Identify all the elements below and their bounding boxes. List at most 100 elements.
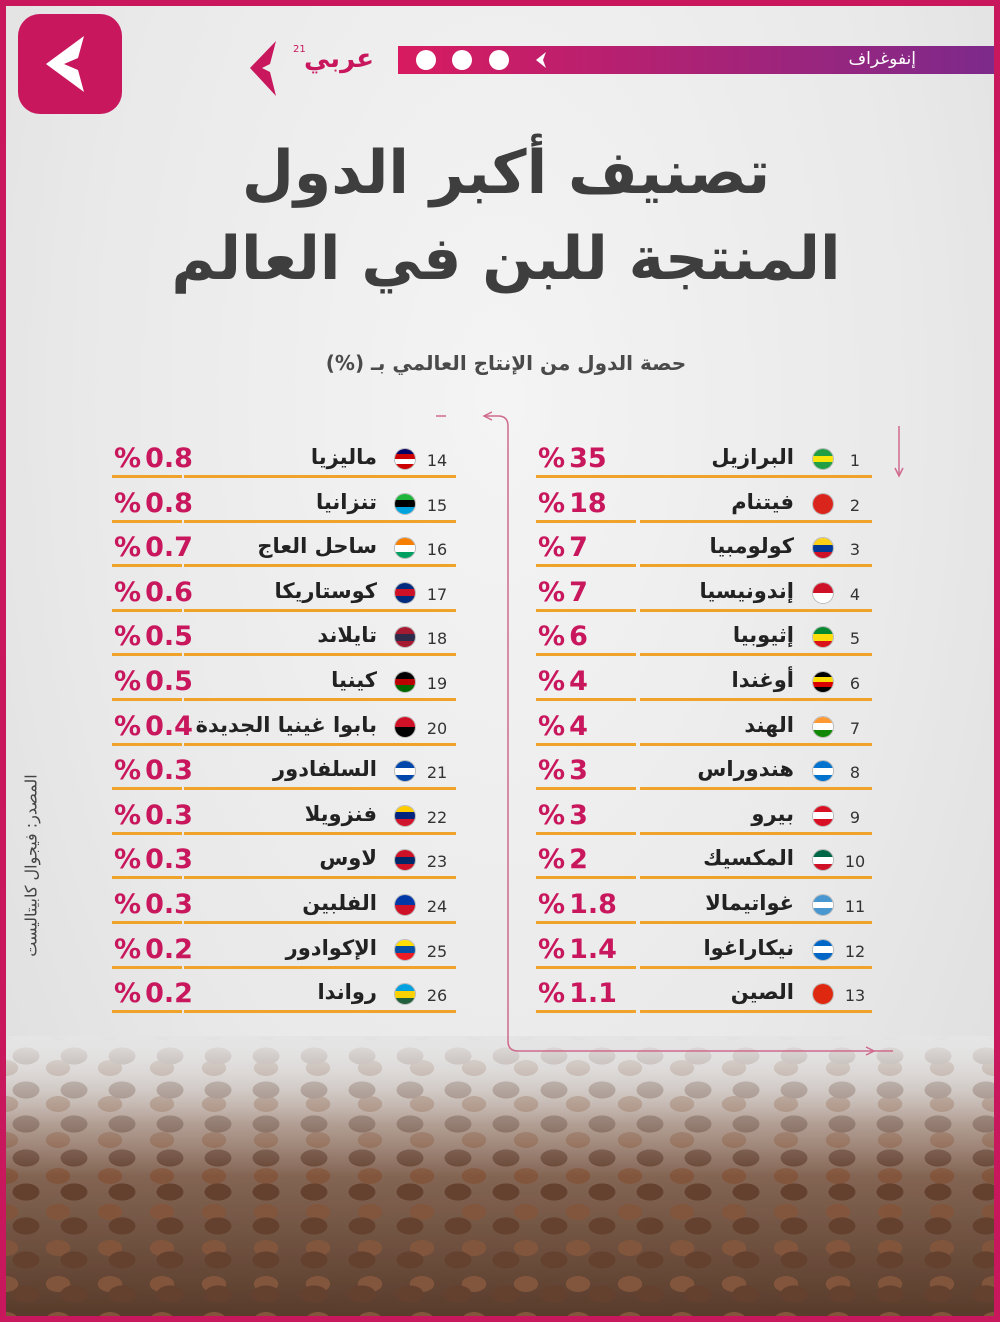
share: 3 xyxy=(569,799,588,831)
flag xyxy=(394,849,416,872)
flag-stripe xyxy=(813,723,833,730)
rank: 19 xyxy=(426,674,448,693)
flag-stripe xyxy=(395,464,415,469)
share-underline xyxy=(536,475,636,478)
share-wrap: % 0.3 xyxy=(114,844,193,875)
country: رواندا xyxy=(317,980,377,1005)
share-underline xyxy=(536,608,636,612)
unit: % xyxy=(538,799,566,831)
share-wrap: % 7 xyxy=(538,532,588,563)
rank: 17 xyxy=(426,584,448,604)
row-underline xyxy=(640,1010,872,1014)
flag xyxy=(394,448,416,470)
row-underline xyxy=(184,742,456,746)
share-wrap: % 7 xyxy=(538,577,588,608)
flag-stripe xyxy=(395,812,415,820)
row-underline xyxy=(184,831,456,835)
unit: % xyxy=(114,666,142,697)
row-underline xyxy=(640,831,872,835)
unit: % xyxy=(114,799,142,831)
flag-stripe xyxy=(395,761,415,768)
rank: 8 xyxy=(849,763,861,783)
country: ماليزيا xyxy=(310,445,377,469)
row-underline xyxy=(640,787,872,791)
unit: % xyxy=(538,666,566,697)
share-underline xyxy=(112,831,182,835)
flag-stripe xyxy=(813,544,833,552)
flag xyxy=(812,537,834,560)
country: هندوراس xyxy=(697,757,794,782)
share-underline xyxy=(536,653,636,657)
flag xyxy=(394,894,416,916)
flag-stripe xyxy=(395,863,415,871)
share-underline xyxy=(536,564,636,568)
flag-stripe xyxy=(813,538,833,545)
brand-mark xyxy=(250,41,276,96)
share-underline xyxy=(536,519,636,523)
flag xyxy=(812,760,834,783)
flag-stripe xyxy=(813,500,833,507)
flag-stripe xyxy=(395,952,415,960)
source: المصدر: فيجوال كابيتاليست xyxy=(21,774,41,957)
rank: 1 xyxy=(849,451,861,470)
share-wrap: % 0.7 xyxy=(114,532,193,563)
flag-stripe xyxy=(813,901,833,909)
share: 0.8 xyxy=(145,487,193,519)
share: 1.4 xyxy=(569,933,617,965)
rank: 24 xyxy=(426,897,448,916)
rank: 9 xyxy=(849,807,861,827)
flag xyxy=(394,581,416,604)
share-wrap: % 0.3 xyxy=(114,889,193,920)
flag xyxy=(394,537,416,560)
share: 0.7 xyxy=(145,532,193,564)
country: كولومبيا xyxy=(709,534,794,559)
share-underline xyxy=(112,742,182,746)
share: 0.3 xyxy=(145,799,193,831)
share: 4 xyxy=(569,666,588,697)
flag xyxy=(812,894,834,916)
country: تنزانيا xyxy=(315,489,377,514)
logo-box xyxy=(18,14,122,114)
flag-stripe xyxy=(813,506,833,514)
flag-stripe xyxy=(395,939,415,947)
share: 7 xyxy=(569,532,588,564)
rank: 21 xyxy=(426,763,448,783)
share-wrap: % 0.5 xyxy=(114,666,193,697)
brand-sup: 21 xyxy=(293,44,306,55)
flag-stripe xyxy=(813,984,833,995)
share: 6 xyxy=(569,621,588,653)
unit: % xyxy=(538,443,566,474)
row-underline xyxy=(640,965,872,969)
rank: 10 xyxy=(844,852,866,872)
flag-stripe xyxy=(813,687,833,692)
country: السلفادور xyxy=(273,757,377,782)
flag xyxy=(394,671,416,693)
share-wrap: % 0.2 xyxy=(114,978,193,1009)
row-underline xyxy=(640,698,872,701)
country: الهند xyxy=(744,712,794,737)
title-line: المنتجة للبن في العالم xyxy=(171,224,841,294)
country: أوغندا xyxy=(731,668,795,692)
flag-stripe xyxy=(395,449,415,454)
country: الفلبين xyxy=(302,891,377,915)
flag-stripe xyxy=(813,774,833,782)
flag-stripe xyxy=(395,493,415,501)
logo-mark xyxy=(46,36,84,92)
row-underline xyxy=(640,876,872,880)
unit: % xyxy=(114,844,142,876)
share-underline xyxy=(112,564,182,568)
share-underline xyxy=(112,608,182,612)
rank: 7 xyxy=(849,718,861,738)
share-wrap: % 0.3 xyxy=(114,755,193,786)
flag-stripe xyxy=(395,634,415,641)
rank: 4 xyxy=(849,584,861,604)
flag-stripe xyxy=(813,857,833,864)
share-underline xyxy=(112,519,182,523)
rank: 16 xyxy=(426,540,448,560)
share: 0.3 xyxy=(145,755,193,787)
rank: 20 xyxy=(426,718,448,738)
share-underline xyxy=(112,787,182,791)
unit: % xyxy=(538,978,566,1010)
flag xyxy=(812,581,834,604)
